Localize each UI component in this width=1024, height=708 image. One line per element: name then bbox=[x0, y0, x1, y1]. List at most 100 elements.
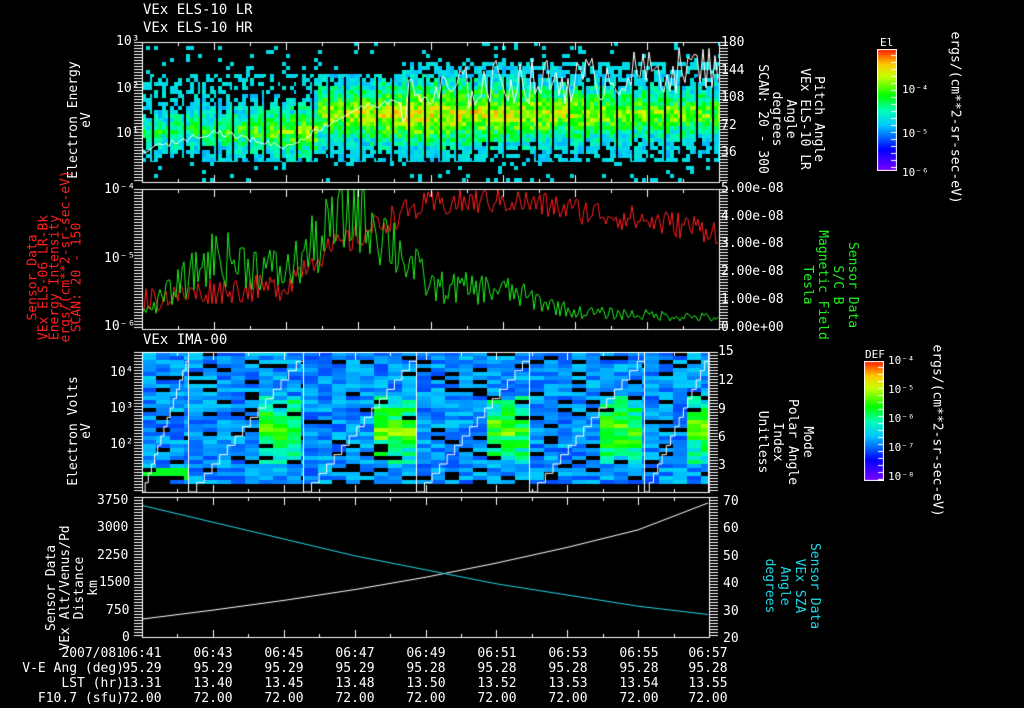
footer-lst-value: 13.40 bbox=[193, 676, 233, 691]
footer-f107-value: 72.00 bbox=[193, 691, 233, 706]
ytick-right: 108 bbox=[721, 90, 745, 105]
el-colorbar-units: ergs/(cm**2-sr-sec-eV) bbox=[947, 31, 963, 204]
footer-ve-ang-value: 95.29 bbox=[122, 661, 162, 676]
footer-lst-value: 13.48 bbox=[335, 676, 375, 691]
footer-veang-label: V-E Ang (deg) bbox=[22, 661, 124, 676]
ytick-right: 70 bbox=[723, 494, 739, 509]
footer-f107-value: 72.00 bbox=[619, 691, 659, 706]
footer-lst-value: 13.54 bbox=[619, 676, 659, 691]
ytick-right: 4.00e-08 bbox=[721, 209, 784, 224]
ytick-right: 72 bbox=[721, 118, 737, 133]
ytick: 10⁻⁴ bbox=[104, 182, 136, 197]
ytick-right: 9 bbox=[718, 402, 726, 417]
ytick: 10⁴ bbox=[110, 365, 134, 380]
footer-time-value: 06:55 bbox=[619, 646, 659, 661]
footer-lst-value: 13.52 bbox=[477, 676, 517, 691]
footer-ve-ang-value: 95.28 bbox=[548, 661, 588, 676]
footer-time-value: 06:41 bbox=[122, 646, 162, 661]
footer-lst-value: 13.45 bbox=[264, 676, 304, 691]
ytick: 3750 bbox=[97, 493, 129, 508]
footer-f107-value: 72.00 bbox=[548, 691, 588, 706]
footer-f107-value: 72.00 bbox=[406, 691, 446, 706]
footer-time-value: 06:45 bbox=[264, 646, 304, 661]
ytick-right: 2.00e-08 bbox=[721, 264, 784, 279]
ytick-right: 20 bbox=[723, 631, 739, 646]
footer-time-value: 06:53 bbox=[548, 646, 588, 661]
footer-ve-ang-value: 95.28 bbox=[619, 661, 659, 676]
ytick: 0 bbox=[122, 630, 130, 645]
ytick-right: 3.00e-08 bbox=[721, 236, 784, 251]
footer-ve-ang-value: 95.28 bbox=[406, 661, 446, 676]
ytick-right: 30 bbox=[723, 604, 739, 619]
panel3-ylabel-right: Mode Polar Angle Index Unitless bbox=[755, 398, 815, 486]
ytick-right: 12 bbox=[718, 373, 734, 388]
ytick: 2250 bbox=[97, 548, 129, 563]
footer-time-value: 06:57 bbox=[688, 646, 728, 661]
def-colorbar-tick: 10⁻⁶ bbox=[888, 412, 915, 425]
footer-ve-ang-value: 95.29 bbox=[264, 661, 304, 676]
panel4-ylabel-left: Sensor Data VEx Alt/Venus/Pd Distance km bbox=[44, 525, 101, 651]
footer-lst-value: 13.53 bbox=[548, 676, 588, 691]
ytick-right: 180 bbox=[721, 35, 745, 50]
ytick: 10⁻⁶ bbox=[104, 319, 136, 334]
footer-ve-ang-value: 95.29 bbox=[335, 661, 375, 676]
ytick: 10² bbox=[110, 437, 134, 452]
footer-time-value: 06:49 bbox=[406, 646, 446, 661]
el-colorbar-tick: 10⁻⁶ bbox=[902, 166, 929, 179]
panel2-ylabel-left: Sensor Data VEx ELS-06 LR-Bk Energy Intens… bbox=[25, 170, 85, 343]
def-colorbar-units: ergs/(cm**2-sr-sec-eV) bbox=[929, 344, 945, 517]
footer-lst-value: 13.50 bbox=[406, 676, 446, 691]
footer-f107-value: 72.00 bbox=[688, 691, 728, 706]
ytick-right: 50 bbox=[723, 549, 739, 564]
ytick-right: 144 bbox=[721, 63, 745, 78]
footer-time-value: 06:51 bbox=[477, 646, 517, 661]
ytick-right: 60 bbox=[723, 521, 739, 536]
panel3-ylabel-left: Electron Volts eV bbox=[66, 376, 94, 486]
def-colorbar-tick: 10⁻⁸ bbox=[888, 470, 915, 483]
ytick: 10² bbox=[116, 81, 140, 96]
def-colorbar-title: DEF bbox=[865, 348, 885, 361]
ytick: 750 bbox=[106, 603, 130, 618]
panel1-ylabel-left: Electron Energy eV bbox=[66, 61, 94, 179]
footer-lst-value: 13.55 bbox=[688, 676, 728, 691]
ytick-right: 5.00e-08 bbox=[721, 181, 784, 196]
ytick-right: 6 bbox=[718, 430, 726, 445]
def-colorbar bbox=[864, 361, 884, 481]
ytick: 3000 bbox=[97, 520, 129, 535]
footer-lst-value: 13.31 bbox=[122, 676, 162, 691]
ytick: 10³ bbox=[116, 34, 140, 49]
footer-date-label: 2007/081 bbox=[61, 646, 124, 661]
ytick-right: 1.00e-08 bbox=[721, 292, 784, 307]
ytick-right: 3 bbox=[718, 458, 726, 473]
footer-time-value: 06:43 bbox=[193, 646, 233, 661]
footer-f107-value: 72.00 bbox=[122, 691, 162, 706]
footer-f107-value: 72.00 bbox=[264, 691, 304, 706]
el-colorbar bbox=[877, 49, 897, 171]
footer-f107-label: F10.7 (sfu) bbox=[37, 691, 124, 706]
footer-ve-ang-value: 95.28 bbox=[688, 661, 728, 676]
el-colorbar-title: El bbox=[880, 36, 894, 49]
footer-ve-ang-value: 95.29 bbox=[193, 661, 233, 676]
footer-ve-ang-value: 95.28 bbox=[477, 661, 517, 676]
ytick-right: 36 bbox=[721, 145, 737, 160]
panel2-ylabel-right: Sensor Data S/C B Magnetic Field Tesla bbox=[800, 230, 860, 340]
ytick: 1500 bbox=[99, 575, 131, 590]
ytick-right: 0.00e+00 bbox=[721, 320, 784, 335]
ytick: 10¹ bbox=[116, 126, 140, 141]
ytick: 10³ bbox=[110, 401, 134, 416]
def-colorbar-tick: 10⁻⁵ bbox=[888, 383, 915, 396]
footer-time-value: 06:47 bbox=[335, 646, 375, 661]
ytick-right: 40 bbox=[723, 576, 739, 591]
ytick: 10⁻⁵ bbox=[104, 251, 136, 266]
el-colorbar-tick: 10⁻⁴ bbox=[902, 83, 929, 96]
footer-f107-value: 72.00 bbox=[335, 691, 375, 706]
def-colorbar-tick: 10⁻⁴ bbox=[888, 354, 915, 367]
el-colorbar-tick: 10⁻⁵ bbox=[902, 127, 929, 140]
ytick-right: 15 bbox=[718, 344, 734, 359]
panel4-ylabel-right: Sensor Data VEx SZA Angle degrees bbox=[762, 542, 822, 630]
panel1-ylabel-right: Pitch Angle VEx ELS-10 LR Angle degrees SCAN… bbox=[755, 64, 826, 174]
footer-f107-value: 72.00 bbox=[477, 691, 517, 706]
footer-lst-label: LST (hr) bbox=[61, 676, 124, 691]
def-colorbar-tick: 10⁻⁷ bbox=[888, 441, 915, 454]
